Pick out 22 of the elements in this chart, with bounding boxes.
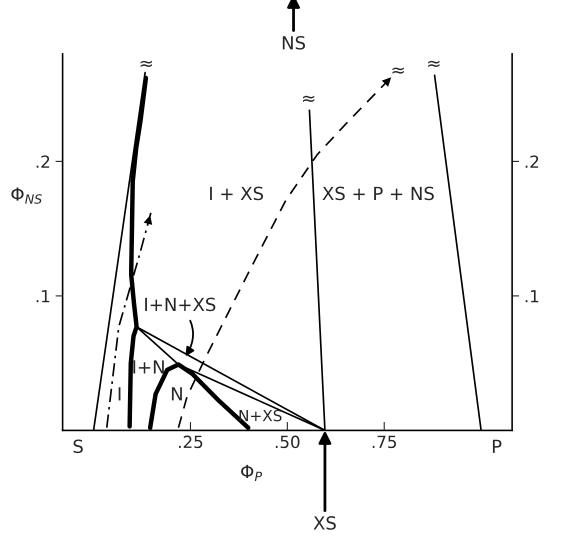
annotation: I xyxy=(118,387,120,400)
text: P xyxy=(492,440,502,453)
y2-tick-label: .1 xyxy=(526,290,538,302)
annotation: I + XS xyxy=(210,186,264,200)
y-axis-title: Φ$_{NS}$ xyxy=(11,188,42,204)
annotation: N xyxy=(172,387,182,400)
annotation: XS + P + NS xyxy=(322,186,434,200)
x-axis-title: Φ$_{P}$ xyxy=(241,464,262,481)
x-tick-label: .25 xyxy=(178,436,202,448)
annotation: N+XS xyxy=(240,410,282,422)
y2-tick-label: .2 xyxy=(526,155,538,168)
annotation: ≈ xyxy=(428,60,440,68)
text: XS xyxy=(314,516,336,530)
x-tick-label: .50 xyxy=(276,436,300,448)
annotation: ≈ xyxy=(140,60,152,68)
annotation: I+N+XS xyxy=(145,298,216,312)
annotation: ≈ xyxy=(392,67,404,74)
annotation: I+N xyxy=(133,360,164,374)
text: NS xyxy=(282,36,306,50)
x-tick-label: .75 xyxy=(372,436,396,448)
text: S xyxy=(74,439,83,454)
annotation: ≈ xyxy=(303,96,314,102)
